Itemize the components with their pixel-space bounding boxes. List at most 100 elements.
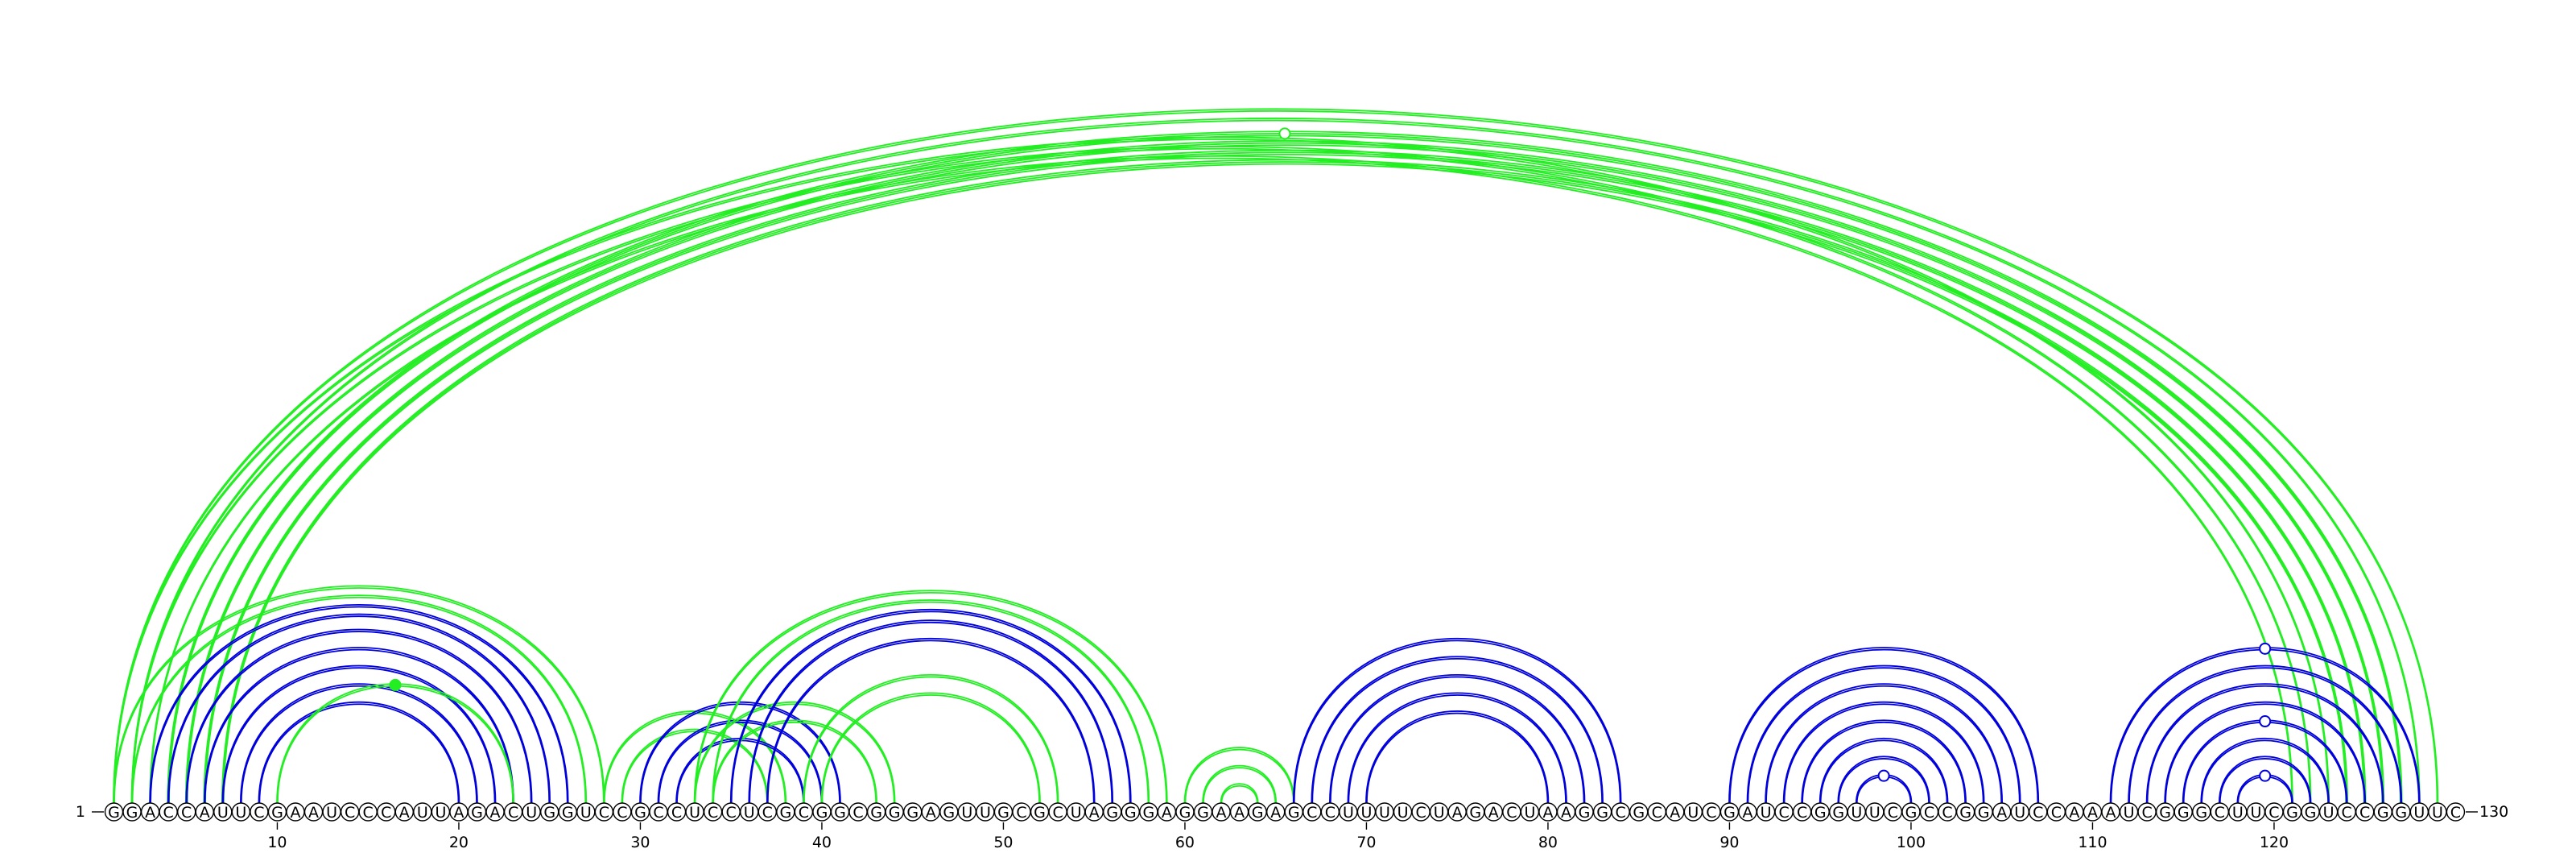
nucleotide-letter: G xyxy=(1469,804,1481,822)
nucleotide-letter: G xyxy=(1197,804,1209,822)
nucleotide-letter: C xyxy=(2268,804,2279,822)
arc-blue-95-102 xyxy=(1819,739,1948,804)
arc-green-33-44 xyxy=(694,703,895,804)
arc-green-5-126 xyxy=(184,140,2385,804)
nucleotide-10: G xyxy=(267,802,287,822)
nucleotide-20: A xyxy=(449,802,469,822)
nucleotide-letter: C xyxy=(2051,804,2062,822)
nucleotide-letter: C xyxy=(799,804,809,822)
nucleotide-letter: G xyxy=(1288,804,1300,822)
arc-blue-91-106 xyxy=(1747,667,2021,804)
arc-green-1-28 xyxy=(113,585,605,804)
nucleotide-15: C xyxy=(358,802,378,822)
nucleotide-letter: U xyxy=(1379,804,1390,822)
arc-blue-6-23 xyxy=(203,647,514,804)
nucleotide-letter: G xyxy=(1579,804,1591,822)
tick-label-110: 110 xyxy=(2078,834,2107,851)
arc-blue-31-40 xyxy=(658,721,823,804)
arc-green-6-125 xyxy=(204,154,2365,804)
arc-green-34-58 xyxy=(712,601,1150,804)
nucleotide-23: C xyxy=(503,802,523,822)
nucleotide-30: G xyxy=(630,802,650,822)
nucleotide-70: U xyxy=(1356,802,1377,822)
nucleotide-60: G xyxy=(1175,802,1195,822)
nucleotide-letter: G xyxy=(2305,804,2317,822)
nucleotide-102: C xyxy=(1938,802,1957,822)
nucleotide-letter: G xyxy=(1959,804,1971,822)
nucleotide-115: G xyxy=(2174,802,2193,822)
nucleotide-letter: G xyxy=(997,804,1009,822)
nucleotide-letter: A xyxy=(1089,804,1100,822)
nucleotide-3: A xyxy=(140,802,160,822)
sequence-start-label: 1 xyxy=(76,803,85,821)
nucleotide-62: A xyxy=(1212,802,1231,822)
tick-label-50: 50 xyxy=(993,834,1013,851)
arc-green-39-53 xyxy=(803,673,1059,804)
nucleotide-123: U xyxy=(2318,802,2339,822)
nucleotide-111: A xyxy=(2101,802,2120,822)
nucleotide-letter: C xyxy=(2215,804,2225,822)
nucleotide-13: U xyxy=(322,802,341,822)
nucleotide-116: G xyxy=(2192,802,2211,822)
nucleotide-21: G xyxy=(467,802,487,822)
nucleotide-14: C xyxy=(340,802,360,822)
nucleotide-letter: C xyxy=(1706,804,1716,822)
nucleotide-letter: U xyxy=(1397,804,1409,822)
arc-blue-69-81 xyxy=(1347,692,1567,804)
arc-green-33-44 xyxy=(693,701,896,804)
arc-green-2-128 xyxy=(130,118,2421,804)
nucleotide-letter: A xyxy=(453,804,464,822)
arc-green-1-123 xyxy=(114,139,2330,804)
arc-green-2-27 xyxy=(130,594,588,804)
arc-blue-4-25 xyxy=(167,615,551,804)
nucleotide-letter: G xyxy=(108,804,120,822)
nucleotide-letter: A xyxy=(291,804,301,822)
nucleotide-letter: U xyxy=(2232,804,2244,822)
nucleotide-82: G xyxy=(1575,802,1594,822)
arc-blue-3-26 xyxy=(150,606,568,804)
arc-green-1-28 xyxy=(114,587,605,804)
arc-green-40-52 xyxy=(820,692,1041,804)
nucleotide-52: G xyxy=(1030,802,1050,822)
nucleotide-letter: C xyxy=(617,804,627,822)
nucleotide-18: U xyxy=(413,802,432,822)
position-ticks: 10 20 30 40 50 60 70 80 90 100 110 120 xyxy=(267,822,2289,851)
nucleotide-letter: C xyxy=(381,804,391,822)
nucleotide-letter: C xyxy=(254,804,264,822)
nucleotide-letter: C xyxy=(1415,804,1426,822)
arc-green-34-43 xyxy=(712,719,877,804)
nucleotide-letter: U xyxy=(744,804,755,822)
nucleotide-61: G xyxy=(1193,802,1213,822)
nucleotide-99: C xyxy=(1883,802,1903,822)
arc-blue-117-122 xyxy=(2218,756,2312,804)
nucleotide-letter: C xyxy=(508,804,518,822)
nucleotide-74: U xyxy=(1429,802,1449,822)
arc-green-3-121 xyxy=(150,157,2293,804)
nucleotide-letter: U xyxy=(1761,804,1772,822)
nucleotide-letter: A xyxy=(200,804,210,822)
arc-blue-5-24 xyxy=(186,631,532,804)
arc-blue-9-20 xyxy=(258,703,460,804)
nucleotide-letter: U xyxy=(2014,804,2025,822)
arc-blue-68-82 xyxy=(1329,676,1585,804)
nucleotide-80: A xyxy=(1538,802,1558,822)
nucleotide-letter: C xyxy=(2342,804,2352,822)
nucleotide-letter: G xyxy=(1125,804,1137,822)
nucleotide-letter: G xyxy=(1633,804,1645,822)
arc-green-39-53 xyxy=(803,676,1059,804)
nucleotide-letter: C xyxy=(653,804,663,822)
nucleotide-66: G xyxy=(1284,802,1303,822)
nucleotide-126: G xyxy=(2373,802,2392,822)
nucleotide-97: U xyxy=(1847,802,1867,822)
nucleotide-125: C xyxy=(2355,802,2375,822)
nucleotide-78: C xyxy=(1502,802,1521,822)
nucleotide-letter: A xyxy=(2087,804,2098,822)
arc-blue-114-125 xyxy=(2165,703,2366,804)
arc-green-6-125 xyxy=(203,149,2367,804)
nucleotide-letter: G xyxy=(889,804,901,822)
tick-label-20: 20 xyxy=(449,834,469,851)
arc-blue-94-103 xyxy=(1802,721,1967,804)
nucleotide-letter: U xyxy=(217,804,229,822)
nucleotide-100: G xyxy=(1901,802,1921,822)
